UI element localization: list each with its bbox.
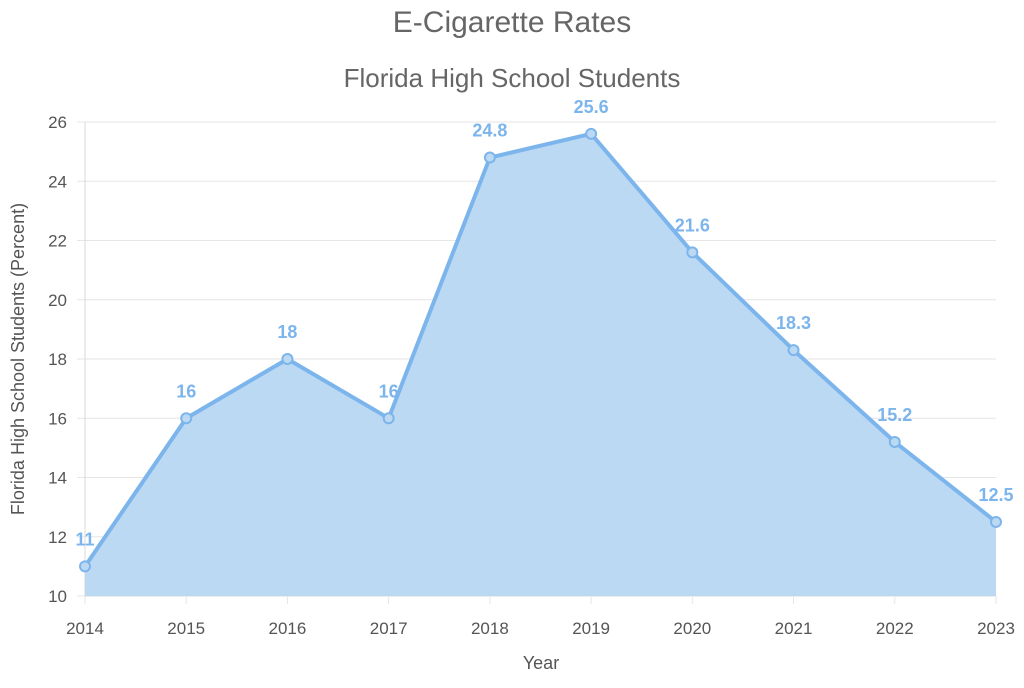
data-point bbox=[787, 344, 800, 357]
data-label: 18 bbox=[277, 322, 297, 342]
x-tick-label: 2020 bbox=[673, 619, 711, 638]
y-tick-label: 10 bbox=[48, 587, 67, 606]
data-point bbox=[483, 151, 496, 164]
data-label: 15.2 bbox=[877, 405, 912, 425]
data-label: 11 bbox=[75, 529, 94, 549]
data-point bbox=[79, 560, 91, 573]
x-tick-label: 2014 bbox=[66, 619, 104, 638]
area-series bbox=[83, 131, 998, 596]
data-points bbox=[79, 127, 1002, 573]
x-tick-label: 2016 bbox=[269, 619, 307, 638]
chart-subtitle: Florida High School Students bbox=[344, 63, 681, 93]
y-tick-label: 14 bbox=[48, 469, 67, 488]
x-axis-ticks: 2014 2015 2016 2017 2018 2019 2020 2021 2022 2023 bbox=[66, 619, 1015, 638]
y-tick-label: 12 bbox=[48, 528, 67, 547]
x-tick-label: 2018 bbox=[471, 619, 509, 638]
data-label: 12.5 bbox=[978, 485, 1013, 505]
data-label: 25.6 bbox=[574, 97, 609, 117]
data-label: 21.6 bbox=[675, 215, 710, 235]
x-tick-label: 2022 bbox=[876, 619, 914, 638]
data-label: 16 bbox=[379, 381, 399, 401]
y-tick-label: 20 bbox=[48, 291, 67, 310]
data-labels: 11 16 18 16 24.8 25.6 21.6 18.3 15.2 12.5 bbox=[75, 97, 1013, 550]
data-label: 18.3 bbox=[776, 313, 811, 333]
data-point bbox=[990, 515, 1002, 528]
y-tick-label: 26 bbox=[48, 113, 67, 132]
x-tick-label: 2017 bbox=[370, 619, 408, 638]
y-tick-label: 16 bbox=[48, 409, 67, 428]
data-label: 16 bbox=[176, 381, 196, 401]
data-point bbox=[686, 246, 699, 259]
data-point bbox=[888, 435, 901, 448]
data-point bbox=[281, 353, 294, 365]
data-label: 24.8 bbox=[472, 121, 507, 141]
data-point bbox=[585, 127, 598, 140]
y-axis-ticks: 10 12 14 16 18 20 22 24 26 bbox=[48, 113, 67, 606]
x-tick-label: 2021 bbox=[775, 619, 813, 638]
y-axis-title: Florida High School Students (Percent) bbox=[8, 203, 28, 515]
y-tick-label: 22 bbox=[48, 232, 67, 251]
x-tick-label: 2015 bbox=[167, 619, 205, 638]
chart-title: E-Cigarette Rates bbox=[393, 6, 631, 39]
data-point bbox=[382, 412, 395, 425]
series-line bbox=[83, 131, 998, 569]
data-point bbox=[180, 412, 193, 425]
x-tick-label: 2023 bbox=[977, 619, 1015, 638]
x-tick-label: 2019 bbox=[572, 619, 610, 638]
x-axis-title: Year bbox=[523, 653, 559, 673]
y-tick-label: 18 bbox=[48, 350, 67, 369]
series-area-fill bbox=[85, 133, 996, 596]
y-tick-label: 24 bbox=[48, 172, 67, 191]
